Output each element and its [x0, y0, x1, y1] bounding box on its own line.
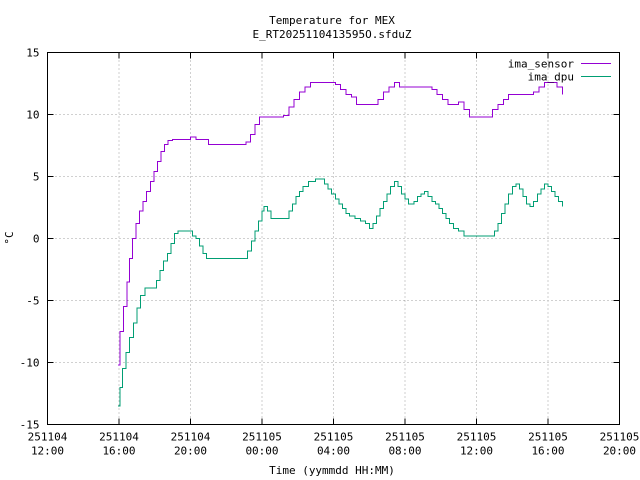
- chart-subtitle: E_RT2025110413595O.sfduZ: [253, 28, 412, 41]
- y-tick-label: -10: [20, 357, 40, 370]
- grid-lines: [47, 52, 620, 425]
- axis-ticks: -15-10-505101525110412:0025110416:002511…: [20, 47, 640, 458]
- series-layer: [118, 81, 563, 407]
- y-tick-label: 15: [26, 47, 39, 60]
- x-tick-label-date: 251104: [171, 431, 211, 444]
- x-tick-label-time: 20:00: [174, 445, 207, 458]
- x-tick-label-date: 251105: [528, 431, 568, 444]
- chart-title: Temperature for MEX: [269, 14, 395, 27]
- x-tick-label-date: 251104: [99, 431, 139, 444]
- x-axis-label: Time (yymmdd HH:MM): [269, 464, 395, 477]
- series-ima-sensor: [118, 81, 563, 366]
- y-tick-label: 10: [26, 109, 39, 122]
- x-tick-label-date: 251105: [314, 431, 354, 444]
- x-tick-label-time: 16:00: [102, 445, 135, 458]
- x-tick-label-time: 16:00: [531, 445, 564, 458]
- x-tick-label-time: 08:00: [388, 445, 421, 458]
- x-tick-label-time: 04:00: [317, 445, 350, 458]
- series-ima-dpu: [118, 178, 563, 407]
- x-tick-label-time: 20:00: [603, 445, 636, 458]
- x-tick-label-time: 00:00: [245, 445, 278, 458]
- x-tick-label-date: 251105: [457, 431, 497, 444]
- y-tick-label: -15: [20, 419, 40, 432]
- x-tick-label-time: 12:00: [31, 445, 64, 458]
- x-tick-label-date: 251105: [385, 431, 425, 444]
- y-tick-label: -5: [26, 295, 39, 308]
- x-tick-label-date: 251104: [28, 431, 68, 444]
- y-axis-label: °C: [3, 231, 16, 244]
- legend-label: ima_sensor: [508, 58, 575, 71]
- plot-frame: [47, 52, 620, 425]
- legend-label: ima_dpu: [528, 71, 574, 84]
- x-tick-label-date: 251105: [600, 431, 640, 444]
- x-tick-label-date: 251105: [242, 431, 282, 444]
- x-tick-label-time: 12:00: [460, 445, 493, 458]
- y-tick-label: 0: [33, 233, 40, 246]
- y-tick-label: 5: [33, 171, 40, 184]
